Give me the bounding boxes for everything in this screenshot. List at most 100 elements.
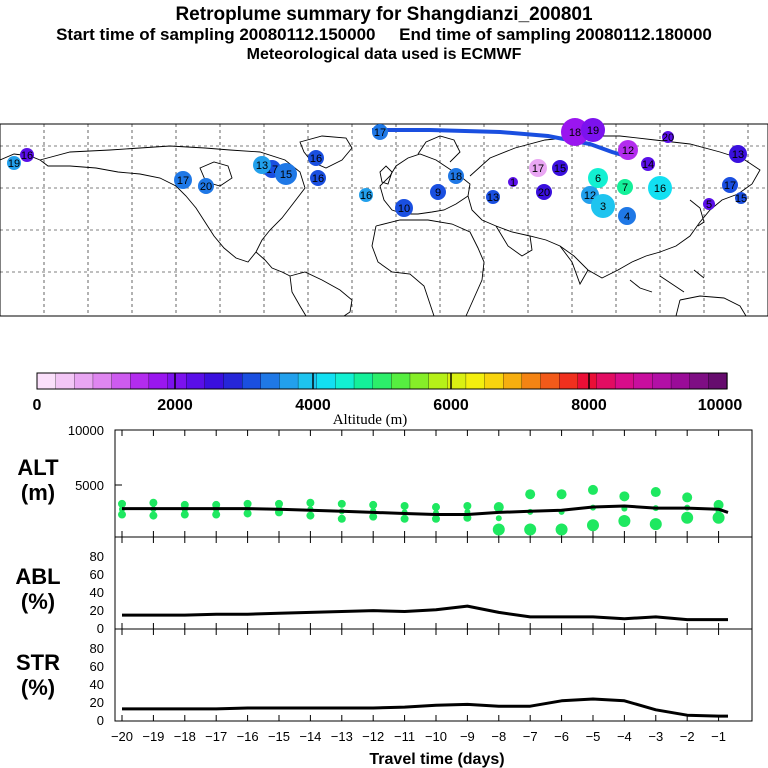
colorbar-cell (447, 372, 467, 390)
alt-plume-dot-high (650, 487, 661, 498)
alt-plume-dot-low (431, 514, 440, 523)
map-gridlines (0, 124, 768, 316)
x-tick-label: −4 (617, 729, 632, 744)
colorbar-tick-label: 0 (33, 397, 42, 414)
colorbar-cell (130, 372, 150, 390)
colorbar-cell (55, 372, 75, 390)
map-marker-label: 6 (595, 173, 601, 185)
x-tick-label: −1 (711, 729, 726, 744)
colorbar-cell (74, 372, 94, 390)
colorbar-cells (36, 372, 728, 390)
abl-y-tick-label: 80 (90, 549, 104, 564)
map-marker-dot (430, 184, 446, 200)
map-marker-dot (310, 170, 326, 186)
time-series-panels: 5000 10000 0 20 40 60 80 0 20 40 60 80 A… (15, 423, 753, 768)
map-marker-dot (395, 199, 413, 217)
x-tick-label: −7 (523, 729, 538, 744)
map-marker: 7 (617, 179, 633, 195)
x-tick-label: −15 (268, 729, 290, 744)
map-marker-dot (536, 184, 552, 200)
alt-plume-dot-high (682, 492, 693, 503)
map-marker-label: 10 (398, 203, 410, 215)
alt-plume-dot-low (306, 511, 315, 520)
map-marker-dot (275, 163, 297, 185)
colorbar-cell (708, 372, 728, 390)
map-marker-dot (581, 118, 605, 142)
alt-plume-dot-low (149, 511, 158, 520)
map-marker-label: 18 (569, 127, 581, 139)
colorbar-cell (316, 372, 337, 390)
map-marker-label: 5 (706, 199, 712, 211)
alt-plume-dot-high (493, 502, 504, 513)
x-tick-label: −12 (362, 729, 384, 744)
alt-plume-dot-low (712, 511, 725, 524)
x-axis-title: Travel time (days) (369, 751, 504, 768)
alt-plume-dot-high (306, 498, 315, 507)
map-marker: 13 (729, 145, 747, 163)
map-marker-dot (359, 188, 373, 202)
map-marker-dot (308, 150, 324, 166)
map-marker-dot (591, 194, 615, 218)
map-marker-dot (618, 140, 638, 160)
colorbar-cell (111, 372, 131, 390)
colorbar-cell (36, 372, 57, 390)
map-marker-label: 14 (642, 159, 654, 171)
colorbar-cell (260, 372, 281, 390)
colorbar-tick-label: 4000 (295, 397, 331, 414)
met-data-note: Meteorological data used is ECMWF (246, 46, 522, 63)
colorbar-cell (521, 372, 542, 390)
map-marker-dot (641, 157, 655, 171)
colorbar-cell (596, 372, 616, 390)
alt-plume-dot-low (492, 523, 505, 536)
colorbar-frame (36, 372, 728, 390)
colorbar-cell (689, 372, 710, 390)
map-marker: 20 (536, 184, 552, 200)
alt-plume-dot-high (619, 491, 630, 502)
map-marker: 18 (561, 118, 589, 146)
abl-y-tick-label: 40 (90, 585, 104, 600)
map-marker-label: 19 (587, 125, 599, 137)
map-marker-dot (552, 160, 568, 176)
map-marker: 19 (7, 156, 21, 170)
alt-plume-dot-high (713, 499, 724, 510)
alt-plume-dot-low (369, 512, 378, 521)
map-marker: 4 (618, 207, 636, 225)
alt-plume-dot-high (400, 501, 409, 510)
map-marker-label: 15 (554, 163, 566, 175)
colorbar-cell (503, 372, 523, 390)
map-marker: 15 (735, 192, 747, 205)
map-marker: 16 (648, 176, 672, 200)
map-marker: 17 (372, 124, 388, 140)
str-panel-unit: (%) (21, 675, 55, 700)
map-marker-dot (618, 207, 636, 225)
alt-y-tick-label: 10000 (68, 423, 104, 438)
map-marker: 13 (253, 156, 271, 174)
map-frame (0, 123, 768, 317)
colorbar-cell (186, 372, 206, 390)
x-tick-label: −5 (586, 729, 601, 744)
series-lines (122, 504, 729, 718)
alt-panel-label: ALT (17, 455, 59, 480)
colorbar-cell (652, 372, 672, 390)
map-marker-label: 12 (622, 145, 634, 157)
colorbar-cell (540, 372, 560, 390)
map-marker-label: 18 (450, 171, 462, 183)
map-marker-label: 17 (374, 127, 386, 139)
colorbar-cell (204, 372, 225, 390)
map-marker: 17 (174, 171, 192, 189)
colorbar-cell (223, 372, 243, 390)
alt-plume-dot-high (463, 501, 472, 510)
x-tick-label: −2 (680, 729, 695, 744)
alt-plume-dot-low (681, 511, 694, 524)
x-tick-label: −6 (554, 729, 569, 744)
x-tick-label: −11 (394, 729, 415, 744)
map-marker: 13 (486, 190, 500, 204)
map-marker: 15 (552, 160, 568, 176)
alt-plume-dot-low (118, 510, 126, 519)
colorbar-tick-label: 10000 (698, 397, 743, 414)
alt-plume-dot-high (149, 498, 158, 507)
alt-plume-dot-high (337, 499, 346, 508)
